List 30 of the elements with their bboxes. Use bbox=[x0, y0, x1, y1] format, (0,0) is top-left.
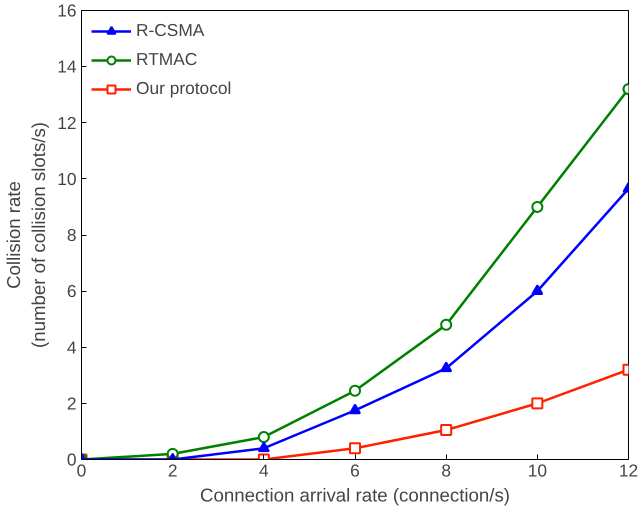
x-axis-title: Connection arrival rate (connection/s) bbox=[200, 484, 510, 506]
y-tick-label: 10 bbox=[57, 168, 77, 189]
legend-label: R-CSMA bbox=[136, 20, 204, 41]
y-tick-label: 16 bbox=[57, 0, 77, 20]
point bbox=[531, 284, 544, 296]
point bbox=[349, 442, 361, 454]
y-tick-label: 4 bbox=[66, 337, 77, 358]
point bbox=[349, 404, 361, 414]
y-tick-label: 6 bbox=[66, 281, 77, 302]
x-tick-label: 2 bbox=[168, 460, 178, 480]
x-tick-label: 4 bbox=[259, 460, 270, 480]
y-tick-label: 2 bbox=[66, 393, 77, 414]
legend-label: RTMAC bbox=[136, 49, 198, 70]
y-tick-label: 12 bbox=[57, 112, 77, 133]
y-tick-label: 14 bbox=[57, 56, 77, 77]
x-tick-label: 10 bbox=[528, 460, 547, 480]
legend-label: Our protocol bbox=[136, 78, 232, 99]
point bbox=[440, 318, 452, 331]
point bbox=[440, 362, 452, 372]
point bbox=[531, 397, 544, 410]
x-tick-label: 12 bbox=[618, 460, 638, 480]
point bbox=[440, 424, 452, 436]
point bbox=[258, 442, 270, 452]
x-tick-label: 8 bbox=[441, 460, 451, 480]
point bbox=[531, 200, 544, 213]
y-axis-title: Collision rate (number of collision slots/s) bbox=[3, 122, 50, 348]
point bbox=[349, 384, 361, 397]
point bbox=[258, 431, 270, 444]
y-tick-label: 8 bbox=[66, 225, 77, 245]
x-tick-label: 6 bbox=[350, 460, 360, 480]
